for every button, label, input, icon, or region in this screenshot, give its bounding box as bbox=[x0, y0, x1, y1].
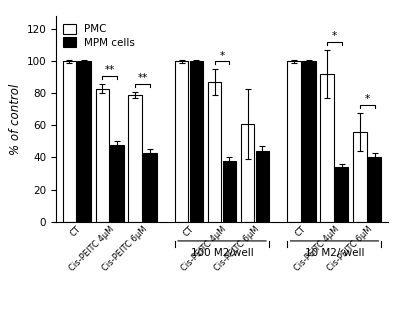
Text: *: * bbox=[365, 94, 370, 104]
Legend: PMC, MPM cells: PMC, MPM cells bbox=[61, 22, 137, 50]
Bar bbox=[143, 153, 156, 222]
Bar bbox=[320, 74, 334, 222]
Bar bbox=[208, 82, 221, 222]
Text: 100 M2/well: 100 M2/well bbox=[191, 248, 253, 258]
Text: *: * bbox=[332, 32, 337, 41]
Bar bbox=[335, 167, 348, 222]
Bar bbox=[368, 157, 382, 222]
Bar bbox=[241, 124, 254, 222]
Text: **: ** bbox=[137, 73, 148, 83]
Text: *: * bbox=[220, 51, 224, 61]
Y-axis label: % of control: % of control bbox=[9, 83, 22, 155]
Bar bbox=[256, 151, 269, 222]
Bar bbox=[78, 61, 91, 222]
Bar bbox=[62, 61, 76, 222]
Bar bbox=[175, 61, 188, 222]
Bar bbox=[96, 88, 109, 222]
Bar bbox=[190, 61, 203, 222]
Bar bbox=[223, 161, 236, 222]
Bar bbox=[110, 145, 124, 222]
Bar bbox=[128, 95, 142, 222]
Bar bbox=[353, 132, 366, 222]
Bar bbox=[302, 61, 316, 222]
Text: **: ** bbox=[104, 65, 115, 75]
Text: 10 M2/ well: 10 M2/ well bbox=[305, 248, 364, 258]
Bar bbox=[288, 61, 301, 222]
